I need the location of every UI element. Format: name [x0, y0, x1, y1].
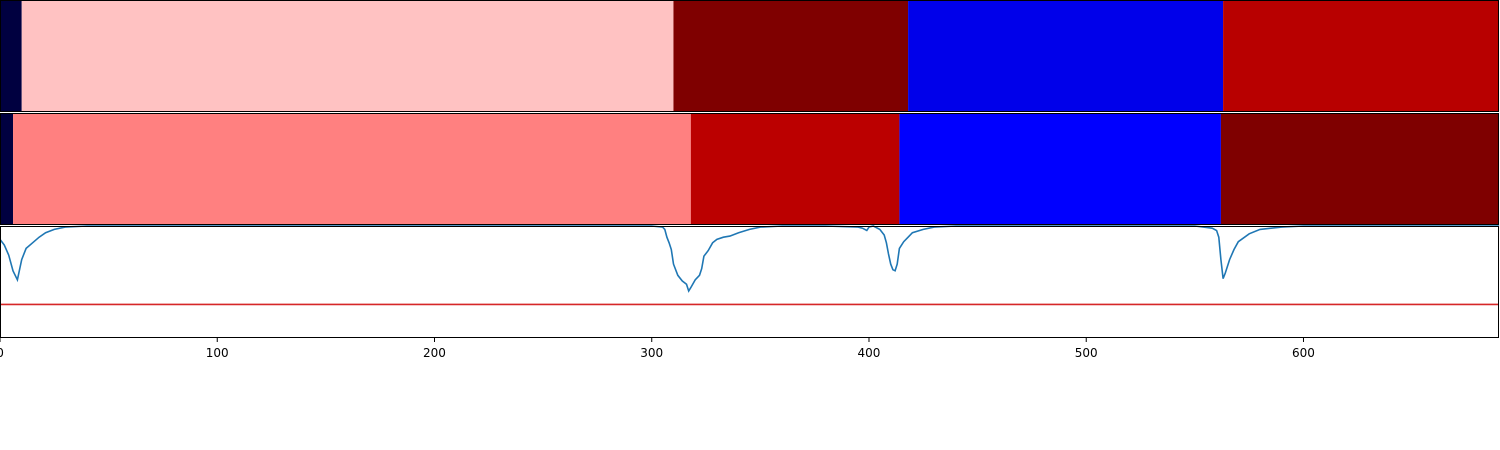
- x-tick-label: 0: [0, 346, 4, 360]
- panel-frame: [0, 0, 1499, 112]
- segmentation-panel-top: [0, 0, 1499, 112]
- x-tick-label: 100: [206, 346, 229, 360]
- segment-3: [908, 0, 1224, 112]
- segment-1: [13, 113, 691, 225]
- segment-0: [0, 113, 14, 225]
- x-tick-label: 500: [1075, 346, 1098, 360]
- score-line: [0, 225, 1499, 293]
- segment-4: [1220, 113, 1499, 225]
- x-tick-label: 400: [858, 346, 881, 360]
- segment-4: [1223, 0, 1499, 112]
- x-tick-label: 200: [423, 346, 446, 360]
- x-tick-label: 600: [1292, 346, 1315, 360]
- x-tick-label: 300: [640, 346, 663, 360]
- segment-2: [673, 0, 909, 112]
- segmentation-panel-middle: [0, 113, 1499, 225]
- x-axis: 0 100 200 300 400 500 600: [0, 338, 1315, 360]
- segment-1: [21, 0, 674, 112]
- segment-0: [0, 0, 22, 112]
- panel-frame: [0, 226, 1499, 338]
- segment-3: [899, 113, 1221, 225]
- score-curve-panel: [0, 225, 1499, 338]
- panel-frame: [0, 113, 1499, 225]
- segment-2: [690, 113, 900, 225]
